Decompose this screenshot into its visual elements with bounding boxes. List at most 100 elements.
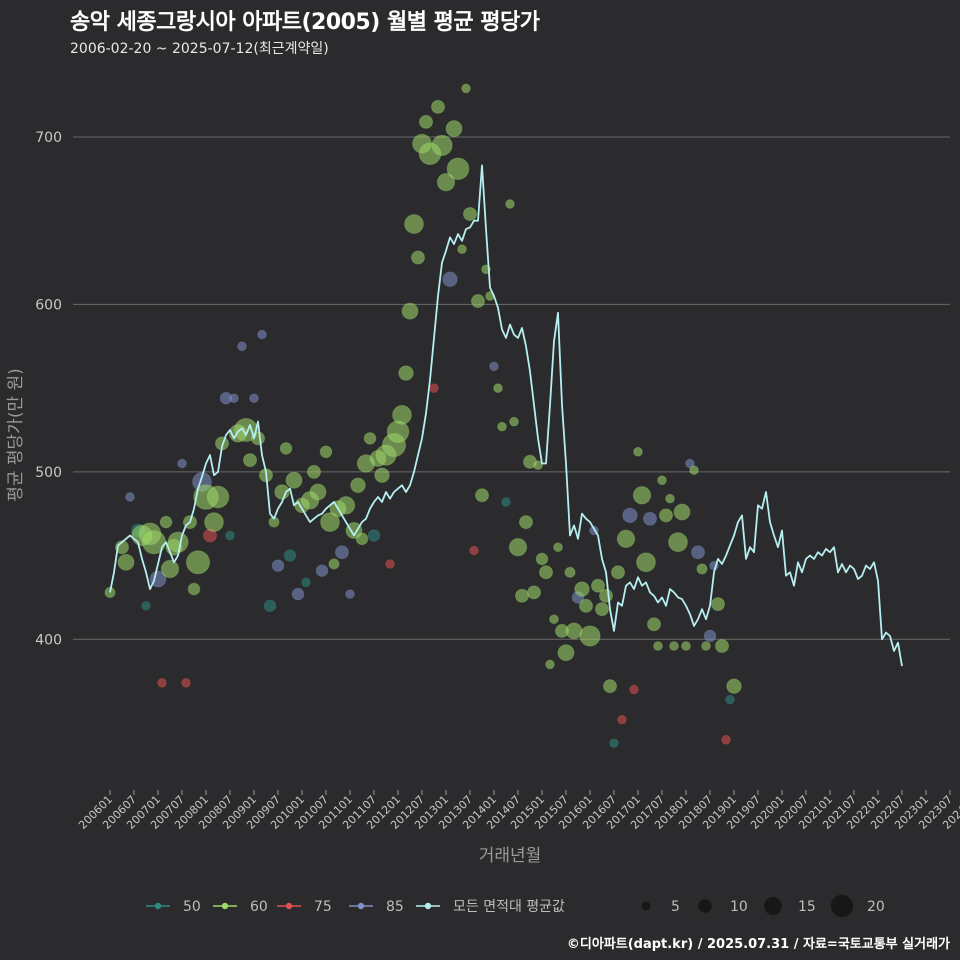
legend-dot [424,902,432,910]
data-point-60 [336,496,356,515]
data-point-60 [363,432,377,445]
data-point-60 [206,485,230,509]
data-point-60 [431,134,453,156]
data-point-60 [185,550,211,575]
data-point-60 [187,582,201,596]
data-point-75 [629,684,639,695]
data-point-60 [533,460,543,471]
legend-size-item: 10 [698,899,748,915]
data-point-85 [685,458,695,469]
data-point-75 [469,545,479,556]
data-point-75 [157,677,167,688]
data-point-85 [345,589,355,599]
legend-size-circle [764,897,782,915]
legend-size-circle [830,894,854,918]
data-point-85 [642,511,658,526]
data-point-60 [535,552,549,566]
y-tick-label: 400 [35,632,62,648]
data-point-50 [301,577,311,588]
data-point-60 [274,484,290,500]
data-point-85 [229,393,239,404]
data-point-50 [283,549,297,562]
legend: 50 60 75 85 모든 면적대 평균값 5 10 15 20 [146,894,885,918]
chart-subtitle: 2006-02-20 ~ 2025-07-12(최근계약일) [70,41,329,57]
data-point-60 [545,659,555,670]
data-point-60 [319,445,333,459]
data-point-60 [436,173,456,192]
data-point-75 [721,734,731,745]
data-point-60 [526,585,542,600]
data-point-60 [242,453,258,468]
grid-lines [73,136,950,640]
y-axis-ticks: 400 500 600 700 [35,130,62,648]
data-point-85 [291,587,305,601]
data-point-85 [489,361,499,372]
data-point-60 [320,512,340,532]
data-point-50 [609,738,619,748]
legend-dot [154,902,162,910]
data-point-60 [689,465,699,476]
data-point-60 [374,467,390,483]
data-point-60 [309,483,327,501]
data-point-60 [696,563,708,575]
data-point-60 [461,83,471,94]
y-tick-label: 700 [35,130,62,146]
data-point-60 [404,214,424,234]
y-tick-label: 500 [35,465,62,481]
data-point-60 [564,566,576,578]
data-point-60 [104,586,116,598]
data-point-60 [632,486,652,505]
legend-label: 75 [314,899,332,915]
data-point-60 [410,250,426,265]
data-point-85 [177,458,187,469]
legend-size-label: 15 [798,899,816,915]
data-point-60 [350,477,366,493]
x-axis-ticks: 2006012006072007012007072008012008072009… [76,790,960,832]
data-point-60 [462,206,478,222]
data-point-60 [159,515,173,529]
data-point-60 [578,598,594,613]
data-point-60 [646,617,662,632]
data-point-60 [430,99,446,114]
data-point-60 [574,581,590,597]
legend-dot [221,902,229,910]
x-axis-label: 거래년월 [479,846,542,866]
data-point-60 [610,565,626,580]
data-point-60 [160,559,180,579]
legend-size-item: 15 [764,897,816,915]
legend-label: 50 [183,899,201,915]
data-point-60 [673,503,691,521]
legend-label: 60 [250,899,268,915]
data-point-60 [509,416,519,427]
data-point-60 [726,678,742,694]
average-line-layer [109,164,903,667]
data-point-60 [355,532,369,546]
data-point-85 [237,341,247,352]
data-point-60 [538,565,554,580]
legend-label: 85 [386,899,404,915]
data-point-60 [514,588,530,603]
data-point-85 [149,570,167,588]
data-point-60 [636,552,656,573]
data-point-60 [345,522,363,539]
legend-size-item: 20 [830,894,885,918]
data-point-60 [398,365,414,381]
data-point-60 [553,542,563,553]
legend-size-label: 20 [867,899,885,915]
data-point-60 [474,488,490,503]
data-point-60 [657,475,667,486]
legend-size-item: 5 [641,899,680,915]
data-point-50 [263,599,277,613]
data-point-60 [590,578,606,593]
data-point-60 [701,641,711,651]
data-point-85 [249,393,259,404]
data-point-60 [418,114,434,129]
data-point-50 [725,694,735,705]
data-point-60 [714,638,730,654]
data-point-60 [557,644,575,662]
data-point-60 [285,471,303,489]
data-point-85 [442,271,458,288]
data-point-60 [505,199,515,209]
data-point-85 [315,564,329,577]
data-point-85 [125,492,135,502]
